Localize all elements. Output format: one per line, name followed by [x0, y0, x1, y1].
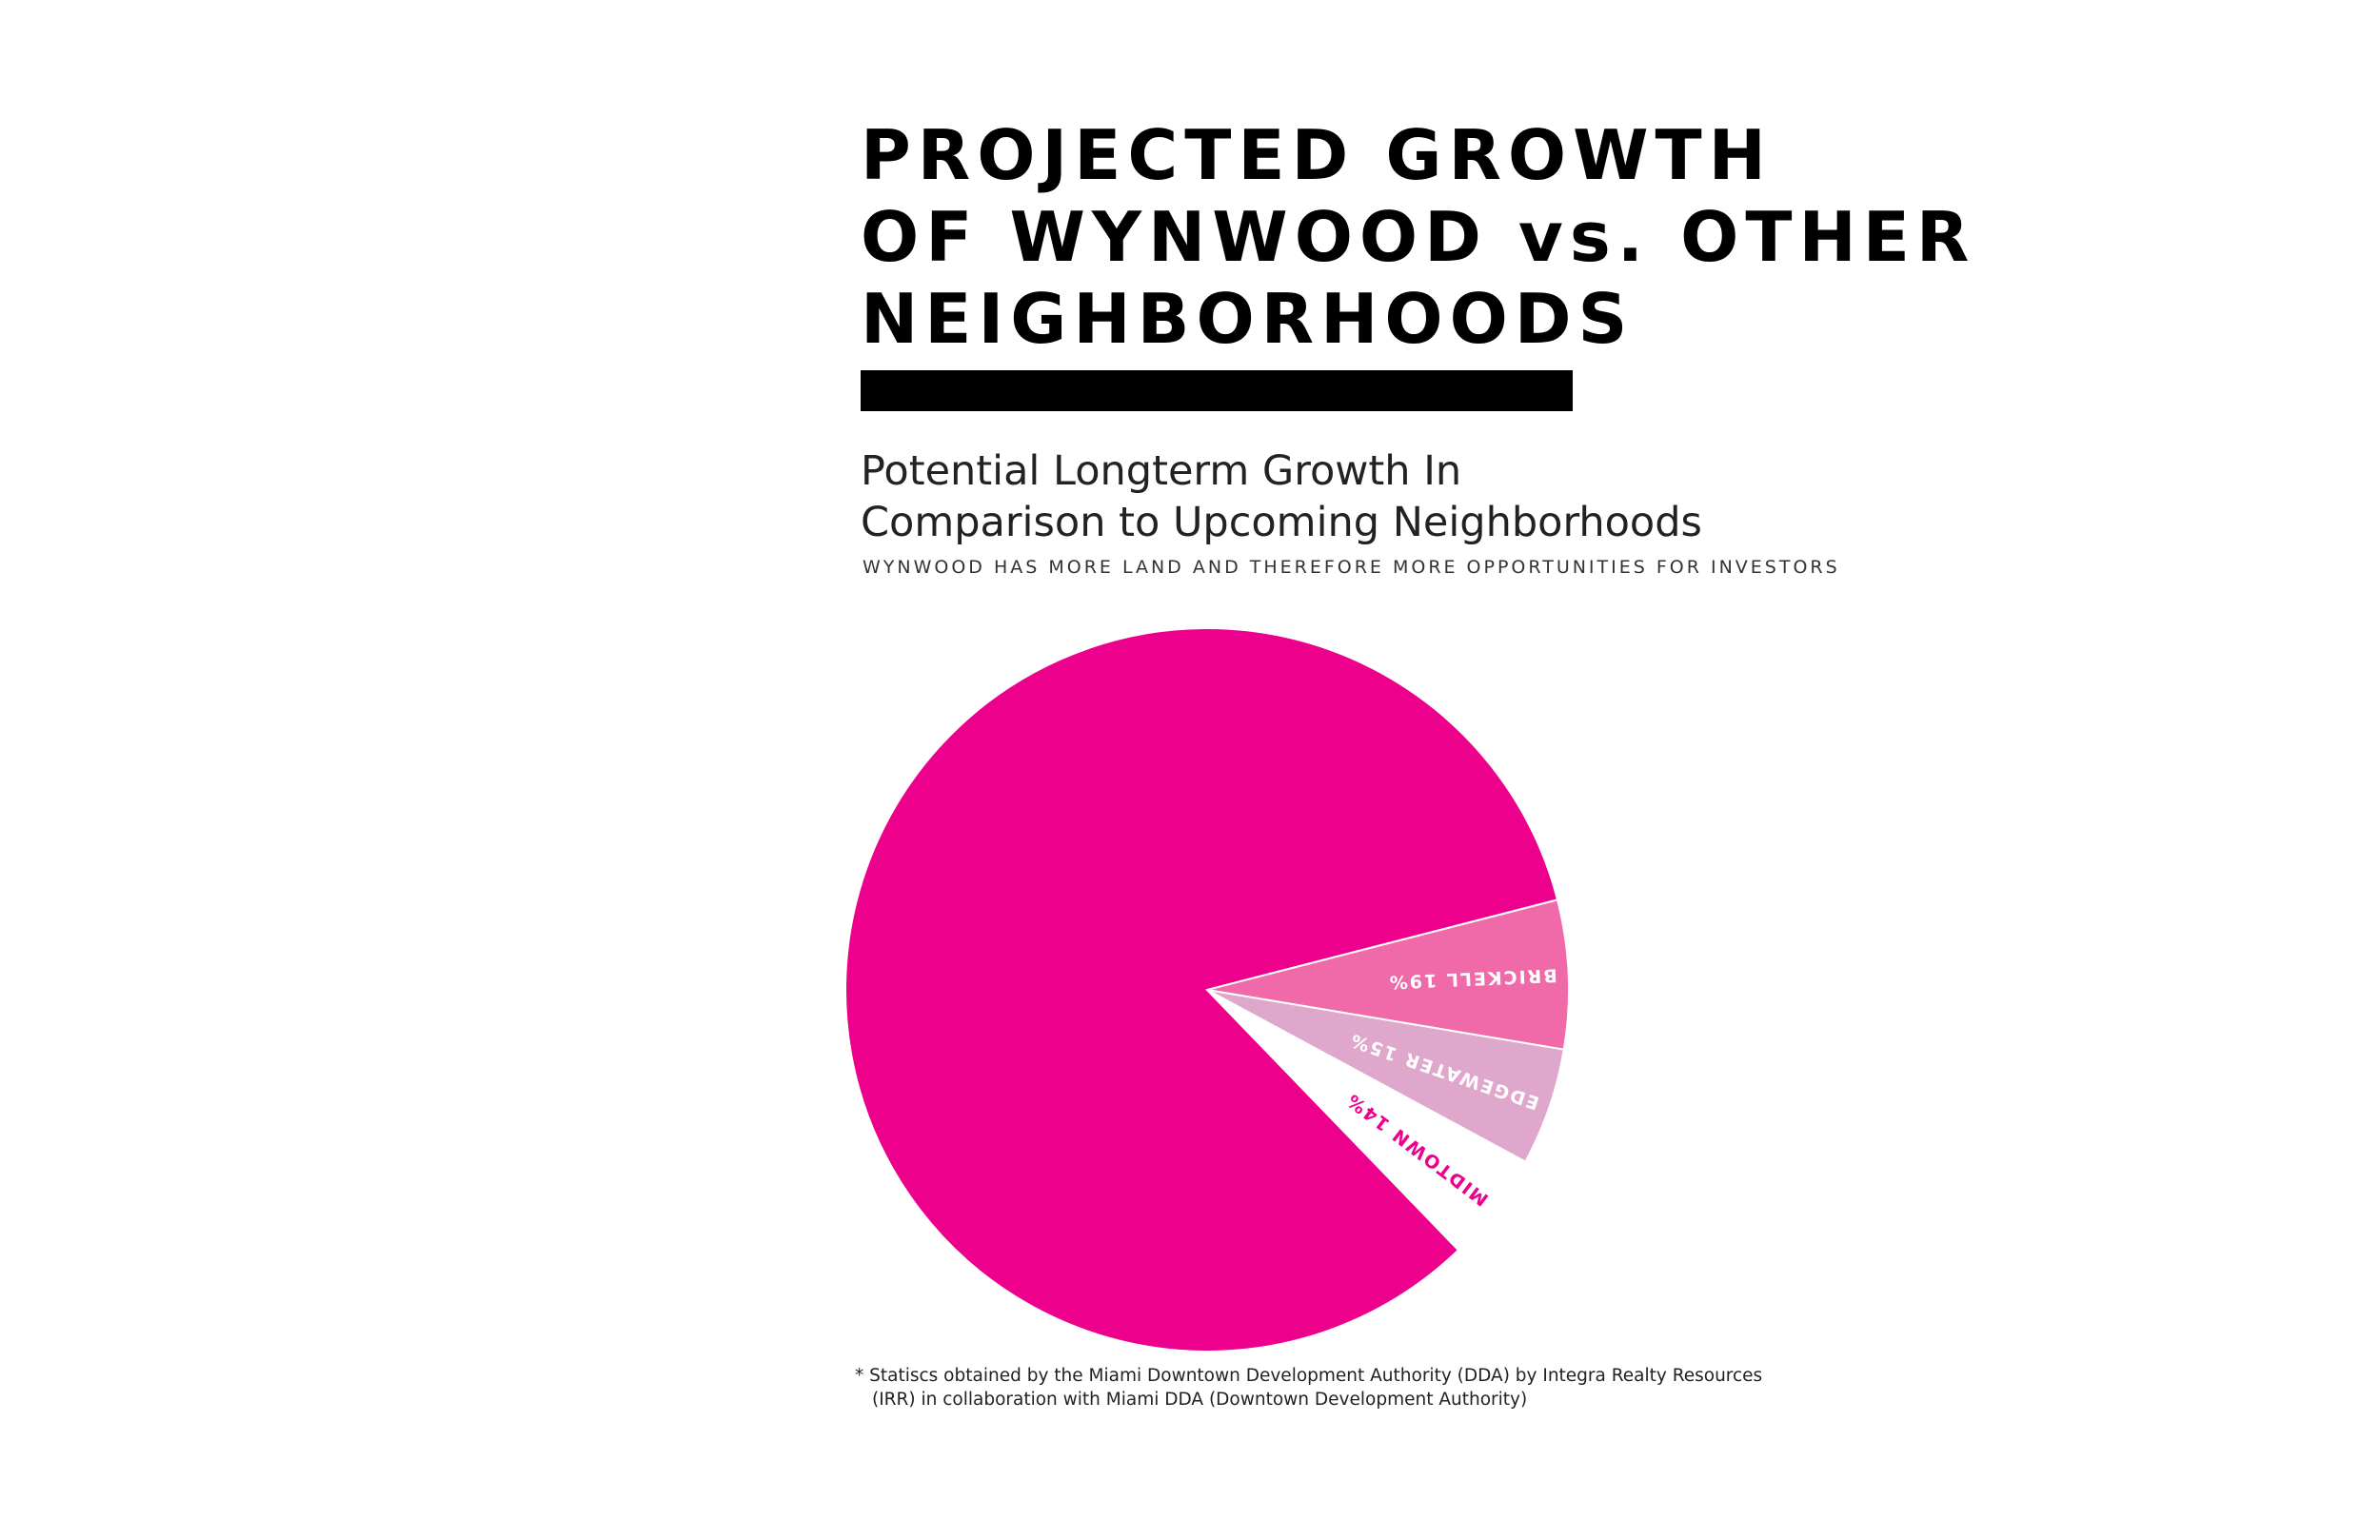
- chart-subtitle: Potential Longterm Growth In Comparison …: [861, 445, 1702, 548]
- chart-title: PROJECTED GROWTH OF WYNWOOD vs. OTHER NE…: [861, 114, 1975, 360]
- pie-slices: [844, 627, 1570, 1352]
- source-footnote: * Statiscs obtained by the Miami Downtow…: [855, 1364, 1762, 1412]
- chart-title-line-2: OF WYNWOOD vs. OTHER: [861, 197, 1976, 277]
- source-footnote-line-1: * Statiscs obtained by the Miami Downtow…: [855, 1366, 1763, 1386]
- chart-subtitle-line-1: Potential Longterm Growth In: [861, 447, 1462, 495]
- title-underline-bar: [861, 370, 1573, 411]
- chart-subtitle-line-2: Comparison to Upcoming Neighborhoods: [861, 499, 1702, 546]
- chart-title-line-1: PROJECTED GROWTH: [861, 115, 1773, 195]
- pie-slice-wynwood: [844, 627, 1559, 1352]
- wynwood-leader-line: [1437, 1227, 1459, 1252]
- pie-slice-brickell: [1206, 898, 1570, 1051]
- chart-tagline: WYNWOOD HAS MORE LAND AND THEREFORE MORE…: [863, 557, 1840, 578]
- chart-title-line-3: NEIGHBORHOODS: [861, 279, 1635, 359]
- pie-slice-midtown: [1206, 989, 1527, 1252]
- source-footnote-line-2: (IRR) in collaboration with Miami DDA (D…: [872, 1390, 1528, 1410]
